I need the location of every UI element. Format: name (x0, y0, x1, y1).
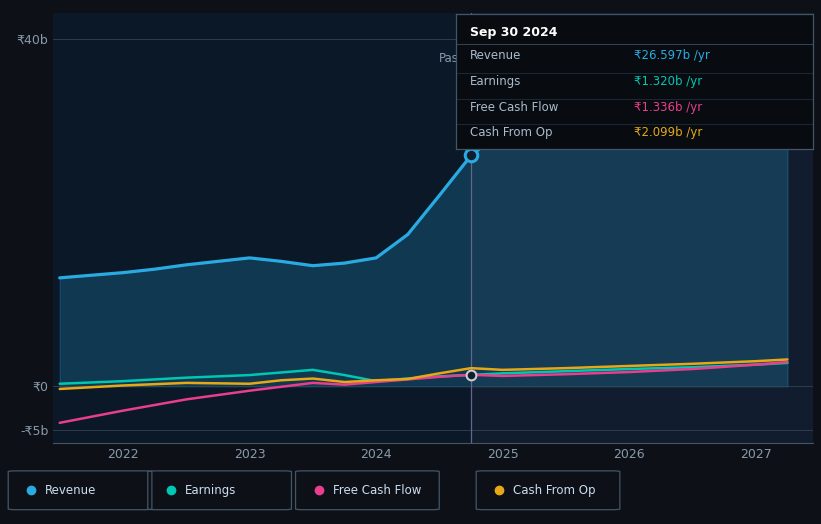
Text: Sep 30 2024: Sep 30 2024 (470, 26, 557, 39)
Text: Free Cash Flow: Free Cash Flow (333, 484, 421, 497)
Text: ₹1.320b /yr: ₹1.320b /yr (635, 75, 703, 88)
Text: Free Cash Flow: Free Cash Flow (470, 101, 558, 114)
Text: Revenue: Revenue (45, 484, 97, 497)
Text: ₹26.597b /yr: ₹26.597b /yr (635, 49, 710, 62)
Text: Earnings: Earnings (185, 484, 236, 497)
Text: ₹2.099b /yr: ₹2.099b /yr (635, 126, 703, 139)
Text: Past: Past (439, 52, 463, 65)
Text: Analysts Forecasts: Analysts Forecasts (479, 52, 589, 65)
Text: Cash From Op: Cash From Op (470, 126, 553, 139)
Bar (53, 13, 471, 443)
Text: Earnings: Earnings (470, 75, 521, 88)
Text: ₹1.336b /yr: ₹1.336b /yr (635, 101, 703, 114)
Text: Cash From Op: Cash From Op (513, 484, 595, 497)
Bar (471, 13, 813, 443)
Text: Revenue: Revenue (470, 49, 521, 62)
